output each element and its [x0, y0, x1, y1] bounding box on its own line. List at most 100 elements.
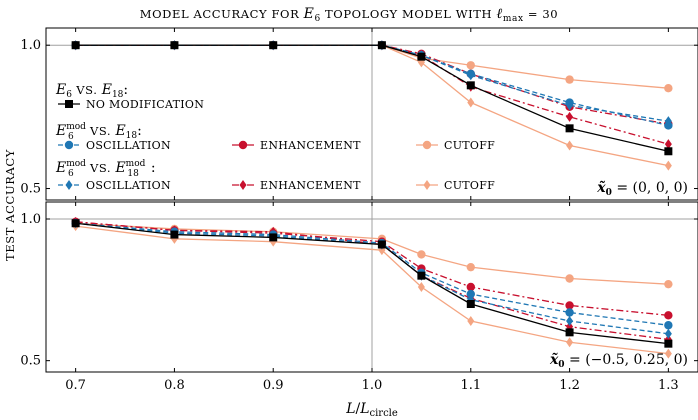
- ann1-eq: = (0, 0, 0): [612, 180, 688, 196]
- lg1-a-sub: 6: [66, 90, 72, 100]
- data-point: [466, 69, 475, 79]
- data-point: [664, 339, 673, 348]
- legend-symbol-4: [58, 180, 80, 190]
- legend-label-cut-2: CUTOFF: [444, 179, 495, 192]
- data-point: [170, 230, 179, 239]
- data-point: [377, 240, 386, 249]
- data-point: [466, 289, 475, 299]
- x-label-slash: /: [355, 401, 360, 417]
- data-point: [565, 274, 574, 283]
- series-line: [75, 221, 669, 316]
- data-point: [565, 124, 574, 133]
- data-point: [467, 97, 475, 108]
- lg1-end: :: [123, 82, 128, 98]
- legend-label-enh-1: ENHANCEMENT: [260, 139, 361, 152]
- title-ell: ℓ: [496, 6, 502, 22]
- x-axis-label: L/Lcircle: [345, 401, 398, 419]
- title-mid: TOPOLOGY MODEL WITH: [321, 7, 497, 21]
- data-point: [664, 311, 673, 320]
- data-point: [466, 61, 475, 70]
- legend-group3-header: Emod 6 VS. Emod 18:: [55, 159, 156, 179]
- x-tick-label: 0.9: [263, 378, 284, 393]
- lg2-a-sup: mod: [66, 122, 86, 132]
- title-model: E: [303, 6, 315, 22]
- y-tick-label: 1.0: [20, 212, 41, 227]
- legend-marker: [423, 180, 431, 190]
- data-point: [466, 81, 475, 90]
- legend-label-osc-2: OSCILLATION: [86, 179, 171, 192]
- title-model-sub: 6: [314, 14, 320, 24]
- lg2-b: E: [114, 123, 125, 139]
- data-point: [417, 250, 426, 259]
- x-tick-label: 1.3: [658, 378, 679, 393]
- data-point: [377, 41, 386, 50]
- y-tick-label: 0.5: [20, 354, 41, 369]
- legend-symbol-6: [416, 180, 438, 190]
- data-point: [664, 321, 673, 330]
- x-tick-label: 1.2: [559, 378, 580, 393]
- title-eq: = 30: [524, 7, 559, 21]
- lg1-a: E: [55, 82, 66, 98]
- panels: 0.5 1.0 0.5 1.0 0.7 0.8 0.9 1.0 1.1 1.2 1.3: [20, 27, 698, 393]
- legend-label-cut-1: CUTOFF: [444, 139, 495, 152]
- lg2-end: :: [137, 123, 142, 139]
- legend-marker: [422, 140, 432, 150]
- data-point: [71, 41, 80, 50]
- title-ell-sub: max: [503, 14, 524, 24]
- x-label-L2: L: [359, 401, 369, 417]
- legend-marker: [65, 180, 73, 190]
- series-line: [75, 222, 669, 345]
- data-point: [417, 271, 426, 280]
- data-point: [566, 111, 574, 122]
- lg3-a-sup: mod: [66, 159, 86, 169]
- lg1-b: E: [101, 82, 112, 98]
- lg2-a: E: [55, 123, 66, 139]
- lg3-b: E: [114, 160, 125, 176]
- data-point: [566, 140, 574, 151]
- data-point: [565, 75, 574, 84]
- series-line: [75, 222, 669, 326]
- lg3-a-sub: 6: [68, 169, 74, 179]
- bottom-panel-annotation: x̃0 = (−0.5, 0.25, 0): [549, 351, 688, 370]
- lg2-a-sub: 6: [68, 132, 74, 142]
- series-0: [71, 219, 673, 348]
- ann2-eq: = (−0.5, 0.25, 0): [565, 352, 688, 368]
- series-line: [75, 44, 669, 152]
- x-tick-label: 1.0: [362, 378, 383, 393]
- top-panel-annotation: x̃0 = (0, 0, 0): [596, 179, 688, 198]
- series-line: [75, 222, 669, 285]
- data-point: [664, 160, 672, 171]
- lg3-b-sup: mod: [126, 159, 146, 169]
- data-point: [664, 279, 673, 289]
- data-point: [269, 233, 278, 242]
- legend: E6 VS. E18: Emod 6 VS. E18: Emod 6 VS. Emo…: [55, 82, 495, 192]
- lg1-vs: VS.: [72, 83, 102, 97]
- lg2-vs: VS.: [86, 124, 116, 138]
- x-label-L: L: [345, 401, 355, 417]
- legend-label-enh-2: ENHANCEMENT: [260, 179, 361, 192]
- series-line: [75, 225, 669, 355]
- legend-group2-header: Emod 6 VS. E18:: [55, 122, 142, 142]
- ann2-sub: 0: [558, 360, 564, 370]
- lg3-end: :: [151, 160, 156, 176]
- panel-top: 0.5 1.0: [20, 27, 698, 201]
- data-point: [664, 147, 673, 156]
- data-point: [565, 328, 574, 337]
- data-point: [566, 337, 574, 348]
- data-point: [664, 348, 672, 359]
- data-point: [170, 41, 179, 50]
- legend-symbol-3: [416, 140, 438, 150]
- ann2-x: x̃: [549, 351, 559, 368]
- data-point: [565, 308, 574, 317]
- data-point: [565, 98, 574, 107]
- legend-symbol-2: [232, 140, 254, 150]
- data-point: [664, 328, 672, 339]
- y-axis-label: TEST ACCURACY: [3, 149, 17, 261]
- lg3-b-sub: 18: [127, 169, 139, 179]
- data-point: [466, 282, 475, 292]
- lg2-b-sub: 18: [126, 131, 138, 141]
- y-tick-label: 0.5: [20, 182, 41, 197]
- series-0: [71, 41, 673, 156]
- lg3-a: E: [55, 160, 66, 176]
- x-tick-label: 0.8: [164, 378, 185, 393]
